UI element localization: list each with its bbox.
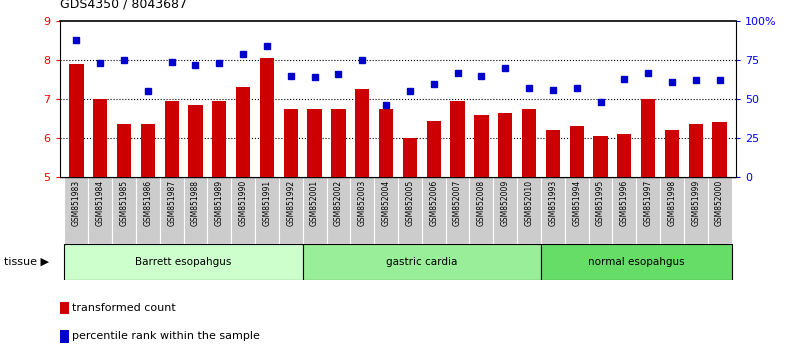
- Bar: [112, 177, 136, 276]
- Text: GSM851999: GSM851999: [691, 180, 700, 226]
- Bar: [494, 177, 517, 276]
- Bar: [64, 244, 302, 280]
- Text: GSM851992: GSM851992: [287, 180, 295, 226]
- Text: GSM852003: GSM852003: [357, 180, 367, 226]
- Bar: [498, 113, 513, 177]
- Text: percentile rank within the sample: percentile rank within the sample: [72, 331, 259, 341]
- Text: GSM852007: GSM852007: [453, 180, 462, 226]
- Bar: [451, 101, 465, 177]
- Bar: [422, 177, 446, 276]
- Bar: [141, 125, 155, 177]
- Bar: [136, 177, 160, 276]
- Bar: [541, 244, 732, 280]
- Text: GSM851997: GSM851997: [644, 180, 653, 226]
- Text: normal esopahgus: normal esopahgus: [588, 257, 685, 267]
- Text: GSM852006: GSM852006: [429, 180, 439, 226]
- Bar: [612, 177, 636, 276]
- Bar: [541, 177, 565, 276]
- Bar: [689, 125, 703, 177]
- Text: GSM851989: GSM851989: [215, 180, 224, 226]
- Bar: [712, 122, 727, 177]
- Bar: [593, 136, 607, 177]
- Text: GSM851983: GSM851983: [72, 180, 81, 226]
- Text: GSM851993: GSM851993: [548, 180, 557, 226]
- Text: GSM852005: GSM852005: [405, 180, 415, 226]
- Bar: [617, 134, 631, 177]
- Bar: [403, 138, 417, 177]
- Text: GSM851986: GSM851986: [143, 180, 152, 226]
- Bar: [279, 177, 302, 276]
- Bar: [307, 109, 322, 177]
- Bar: [665, 130, 679, 177]
- Bar: [160, 177, 184, 276]
- Bar: [93, 99, 107, 177]
- Text: GSM851998: GSM851998: [668, 180, 677, 226]
- Text: tissue ▶: tissue ▶: [4, 257, 49, 267]
- Bar: [350, 177, 374, 276]
- Bar: [213, 101, 227, 177]
- Bar: [379, 109, 393, 177]
- Text: GSM852010: GSM852010: [525, 180, 533, 226]
- Bar: [69, 64, 84, 177]
- Bar: [165, 101, 179, 177]
- Text: transformed count: transformed count: [72, 303, 175, 313]
- Bar: [660, 177, 684, 276]
- Bar: [546, 130, 560, 177]
- Bar: [636, 177, 660, 276]
- Text: GSM851987: GSM851987: [167, 180, 176, 226]
- Bar: [88, 177, 112, 276]
- Bar: [331, 109, 345, 177]
- Bar: [641, 99, 655, 177]
- Bar: [355, 89, 369, 177]
- Bar: [283, 109, 298, 177]
- Text: GSM852001: GSM852001: [310, 180, 319, 226]
- Bar: [446, 177, 470, 276]
- Bar: [189, 105, 203, 177]
- Bar: [517, 177, 541, 276]
- Text: GSM851984: GSM851984: [96, 180, 105, 226]
- Text: GSM851991: GSM851991: [263, 180, 271, 226]
- Bar: [427, 120, 441, 177]
- Text: GSM851990: GSM851990: [239, 180, 248, 226]
- Bar: [236, 87, 250, 177]
- Bar: [374, 177, 398, 276]
- Text: GSM852002: GSM852002: [334, 180, 343, 226]
- Text: GSM851985: GSM851985: [119, 180, 128, 226]
- Text: Barrett esopahgus: Barrett esopahgus: [135, 257, 232, 267]
- Bar: [231, 177, 255, 276]
- Text: gastric cardia: gastric cardia: [386, 257, 458, 267]
- Bar: [184, 177, 208, 276]
- Bar: [474, 115, 489, 177]
- Bar: [64, 177, 88, 276]
- Bar: [470, 177, 494, 276]
- Text: GSM851988: GSM851988: [191, 180, 200, 226]
- Bar: [684, 177, 708, 276]
- Bar: [708, 177, 732, 276]
- Text: GSM852004: GSM852004: [381, 180, 391, 226]
- Bar: [208, 177, 231, 276]
- Text: GSM852000: GSM852000: [715, 180, 724, 226]
- Bar: [302, 177, 326, 276]
- Bar: [522, 109, 537, 177]
- Bar: [255, 177, 279, 276]
- Bar: [302, 244, 541, 280]
- Text: GSM852009: GSM852009: [501, 180, 509, 226]
- Bar: [569, 126, 583, 177]
- Bar: [588, 177, 612, 276]
- Bar: [117, 125, 131, 177]
- Text: GSM852008: GSM852008: [477, 180, 486, 226]
- Bar: [565, 177, 588, 276]
- Bar: [398, 177, 422, 276]
- Text: GSM851995: GSM851995: [596, 180, 605, 226]
- Bar: [259, 58, 274, 177]
- Bar: [326, 177, 350, 276]
- Text: GSM851994: GSM851994: [572, 180, 581, 226]
- Text: GDS4350 / 8043687: GDS4350 / 8043687: [60, 0, 187, 11]
- Text: GSM851996: GSM851996: [620, 180, 629, 226]
